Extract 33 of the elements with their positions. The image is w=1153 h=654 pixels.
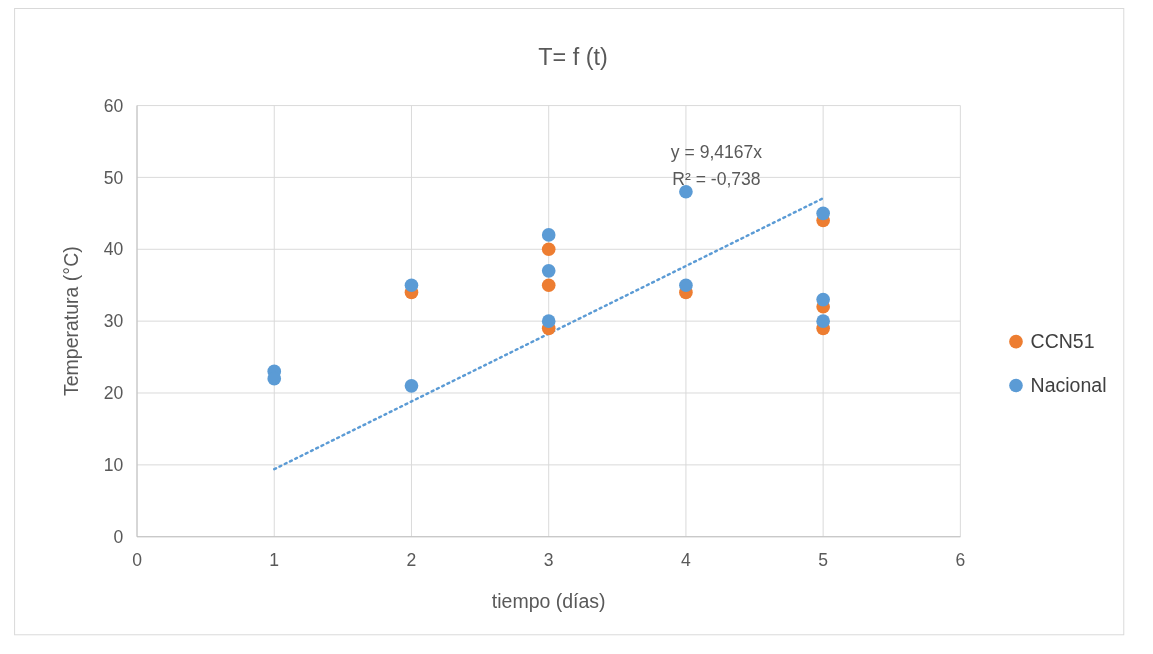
x-tick-label: 3 xyxy=(543,550,554,571)
x-tick-label: 1 xyxy=(269,550,280,571)
y-tick-label: 30 xyxy=(103,311,124,332)
point xyxy=(541,228,556,242)
point xyxy=(541,264,556,278)
annotation: y = 9,4167x xyxy=(670,142,763,163)
point xyxy=(541,242,556,257)
x-tick-label: 4 xyxy=(681,550,692,571)
point xyxy=(404,379,419,393)
x-tick-label: 5 xyxy=(818,550,829,571)
x-tick-label: 2 xyxy=(406,550,417,571)
point xyxy=(816,292,830,307)
x-axis-title: tiempo (días) xyxy=(491,589,606,612)
y-axis-title: Temperatura (°C) xyxy=(59,246,82,397)
point xyxy=(404,278,419,293)
point xyxy=(541,278,556,293)
point xyxy=(679,184,693,199)
y-tick-label: 10 xyxy=(103,455,124,476)
y-tick-label: 60 xyxy=(103,95,124,116)
annotation: R² = -0,738 xyxy=(672,168,761,189)
y-tick-label: 0 xyxy=(113,526,124,547)
legend-label: CCN51 xyxy=(1030,330,1095,353)
x-tick-label: 6 xyxy=(955,550,966,571)
legend-label: Nacional xyxy=(1030,374,1107,397)
point xyxy=(679,278,693,293)
y-tick-label: 40 xyxy=(103,239,124,260)
point xyxy=(541,314,556,328)
x-tick-label: 0 xyxy=(132,550,143,571)
y-tick-label: 20 xyxy=(103,383,124,404)
y-tick-label: 50 xyxy=(103,167,124,188)
point xyxy=(816,206,830,221)
point xyxy=(816,314,830,328)
chart-title: T= f (t) xyxy=(538,43,608,70)
